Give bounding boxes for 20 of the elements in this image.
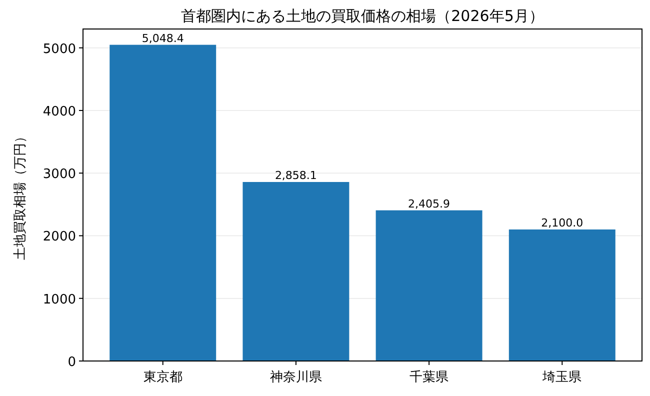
x-tick-label: 千葉県 — [410, 370, 449, 385]
x-tick-label: 神奈川県 — [270, 370, 322, 385]
y-tick-label: 2000 — [42, 230, 76, 245]
y-axis-title: 土地買取相場（万円） — [13, 130, 28, 260]
bar — [242, 182, 350, 361]
x-tick-label: 埼玉県 — [542, 370, 582, 385]
y-tick-label: 1000 — [42, 292, 76, 308]
y-tick-label: 3000 — [42, 167, 76, 182]
data-label: 2,858.1 — [274, 168, 317, 182]
data-label: 5,048.4 — [142, 32, 184, 45]
data-label: 2,405.9 — [408, 197, 450, 210]
y-tick-label: 0 — [68, 355, 76, 370]
y-tick-label: 5000 — [42, 42, 76, 57]
y-tick-label: 4000 — [42, 104, 76, 120]
data-label: 2,100.0 — [541, 216, 584, 230]
x-tick-label: 東京都 — [143, 370, 182, 385]
chart-title: 首都圏内にある土地の買取価格の相場（2026年5月） — [181, 7, 544, 25]
bar — [110, 44, 216, 361]
bar — [376, 210, 482, 361]
bar — [508, 229, 616, 361]
